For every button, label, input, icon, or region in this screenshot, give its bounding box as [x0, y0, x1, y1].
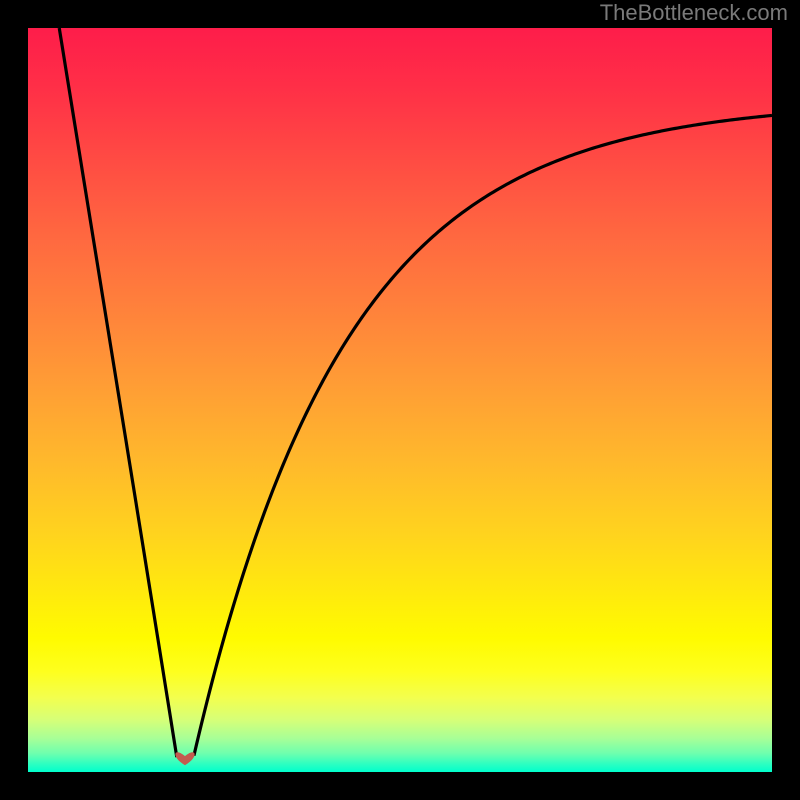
gradient-background: [28, 28, 772, 772]
watermark-text: TheBottleneck.com: [600, 0, 788, 26]
chart-svg: [0, 0, 800, 800]
chart-container: TheBottleneck.com: [0, 0, 800, 800]
